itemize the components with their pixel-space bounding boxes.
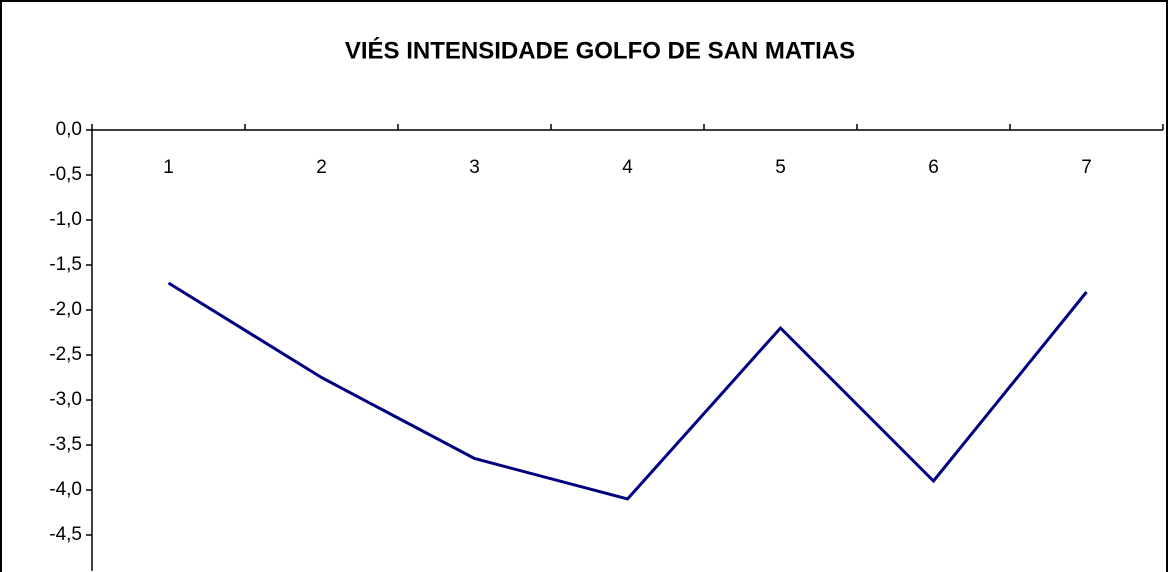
y-tick-label: -4,0 <box>49 479 82 500</box>
y-tick-label: -4,5 <box>49 524 82 545</box>
chart-title: VIÉS INTENSIDADE GOLFO DE SAN MATIAS <box>345 36 855 64</box>
x-tick-label: 1 <box>163 157 174 178</box>
y-tick-label: -1,5 <box>49 254 82 275</box>
x-tick-label: 3 <box>469 157 480 178</box>
x-tick-label: 6 <box>928 157 939 178</box>
y-tick-label: -2,0 <box>49 299 82 320</box>
x-tick-label: 7 <box>1081 157 1092 178</box>
x-tick-label: 5 <box>775 157 786 178</box>
y-tick-label: -2,5 <box>49 344 82 365</box>
x-tick-label: 4 <box>622 157 633 178</box>
y-tick-label: 0,0 <box>56 119 82 140</box>
x-tick-label: 2 <box>316 157 327 178</box>
y-tick-label: -3,0 <box>49 389 82 410</box>
y-tick-label: -0,5 <box>49 164 82 185</box>
y-tick-label: -3,5 <box>49 434 82 455</box>
y-tick-label: -1,0 <box>49 209 82 230</box>
data-line <box>167 281 1088 501</box>
